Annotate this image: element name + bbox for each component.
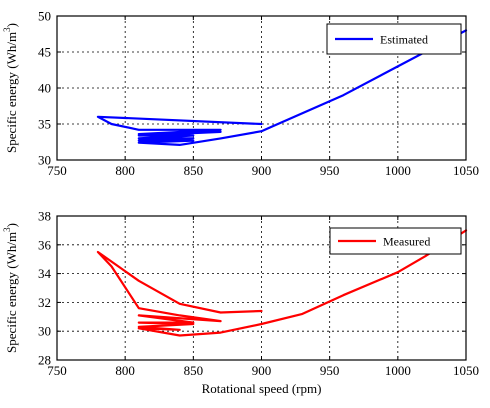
legend-label: Measured [383,235,430,249]
y-tick-label: 35 [38,117,51,132]
legend-label: Estimated [380,33,428,47]
x-tick-label: 900 [252,363,272,378]
y-axis-label: Specific energy (Wh/m3) [2,223,19,353]
y-axis-label: Specific energy (Wh/m3) [2,23,19,153]
y-tick-label: 30 [38,324,51,339]
x-tick-label: 950 [320,163,340,178]
y-tick-label: 32 [38,295,51,310]
legend: Estimated [326,23,462,55]
x-tick-label: 1050 [453,363,479,378]
x-tick-label: 850 [184,363,204,378]
series-line-measured [96,229,468,337]
x-tick-label: 850 [184,163,204,178]
chart-panel-2: 750 800 850 900 950 1000 1050 28 30 32 34 36 38 Speci… [2,209,479,397]
y-tick-label: 45 [38,45,51,60]
x-tick-label: 900 [252,163,272,178]
x-tick-label: 1050 [453,163,479,178]
y-tick-label: 50 [38,9,51,24]
x-tick-label: 1000 [385,363,411,378]
y-tick-label: 28 [38,353,51,368]
x-axis-label: Rotational speed (rpm) [202,381,322,396]
y-tick-label: 40 [38,81,51,96]
chart-panel-1: 750 800 850 900 950 1000 1050 30 35 40 45 50 Specifi… [2,9,479,179]
x-tick-label: 800 [115,363,135,378]
x-tick-label: 800 [115,163,135,178]
x-tick-label: 750 [47,363,67,378]
y-tick-label: 30 [38,153,51,168]
x-tick-label: 1000 [385,163,411,178]
legend: Measured [329,227,462,255]
x-tick-label: 950 [320,363,340,378]
y-tick-label: 38 [38,209,51,224]
series-line-estimated [96,29,468,146]
x-tick-label: 750 [47,163,67,178]
y-tick-label: 36 [38,237,52,252]
y-tick-label: 34 [38,266,52,281]
